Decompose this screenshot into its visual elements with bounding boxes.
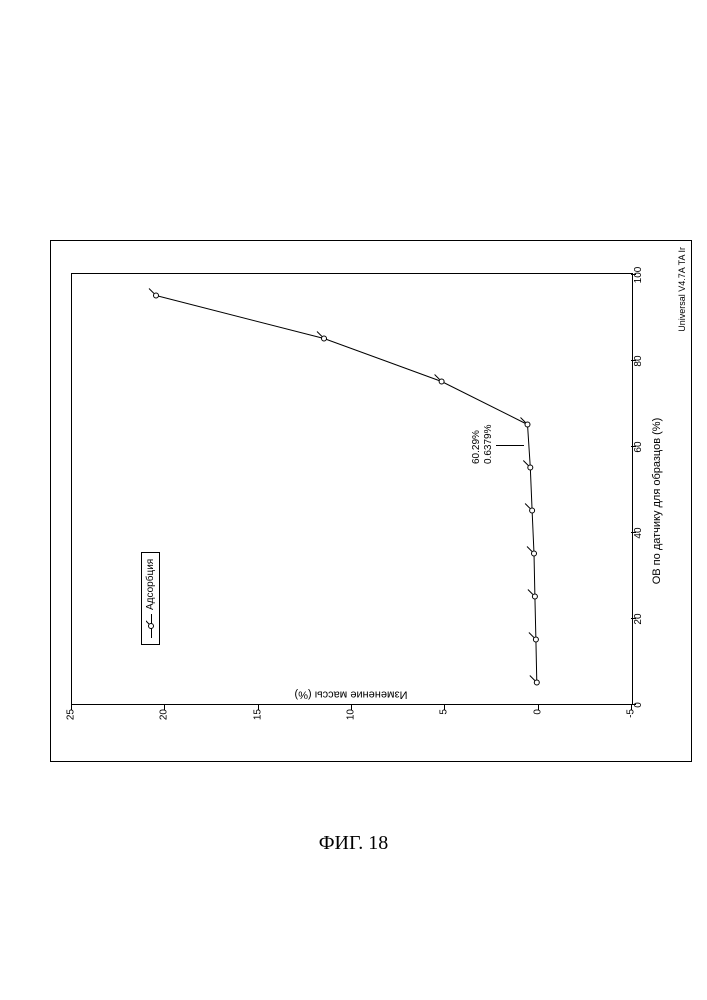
figure-caption: ФИГ. 18	[0, 832, 707, 855]
ytick-label: 25	[66, 709, 77, 723]
xtick-label: 20	[633, 613, 644, 624]
software-credit: Universal V4.7A TA Ir	[677, 247, 687, 332]
xtick-label: 0	[633, 702, 644, 708]
legend-marker-icon	[146, 614, 156, 638]
legend-marker-glyph	[146, 614, 156, 638]
ytick-label: -5	[626, 709, 637, 723]
x-axis-label: ОВ по датчику для образцов (%)	[651, 241, 663, 761]
y-axis-label: Изменение массы (%)	[295, 689, 408, 701]
legend: Адсорбция	[141, 552, 160, 645]
annotation-line1: 60.29%	[471, 430, 482, 464]
xtick-label: 40	[633, 527, 644, 538]
ytick-label: 20	[159, 709, 170, 723]
page-root: 0 20 40 60 80 100 -5 0 5 10 15 20 25 ОВ …	[0, 0, 707, 1000]
legend-label: Адсорбция	[145, 559, 156, 610]
xtick-label: 100	[633, 267, 644, 284]
annotation-tick	[496, 445, 524, 446]
ytick-label: 5	[439, 709, 450, 723]
xtick-label: 60	[633, 441, 644, 452]
annotation-line2: 0.6379%	[483, 425, 494, 464]
xtick-label: 80	[633, 355, 644, 366]
ytick-label: 15	[252, 709, 263, 723]
chart-panel: 0 20 40 60 80 100 -5 0 5 10 15 20 25 ОВ …	[50, 240, 692, 762]
ytick-label: 0	[532, 709, 543, 723]
ytick-label: 10	[346, 709, 357, 723]
